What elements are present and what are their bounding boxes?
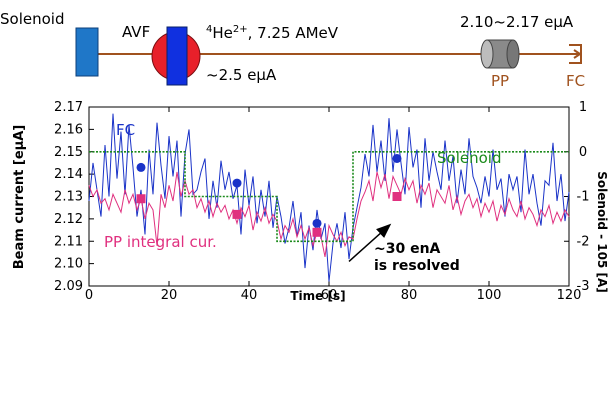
annotation-line-1: ~30 enA xyxy=(374,241,441,257)
x-tick-label: 120 xyxy=(557,288,582,303)
y-tick-label: 2.11 xyxy=(54,234,83,249)
pp-mean-point xyxy=(232,209,242,219)
pp-mean-point xyxy=(392,192,402,201)
ion-charge: 2+ xyxy=(233,24,248,35)
y-tick-label: 2.16 xyxy=(54,122,83,137)
x-tick-label: 0 xyxy=(85,288,93,303)
pp-mean-point xyxy=(136,194,146,204)
x-tick-label: 80 xyxy=(401,288,418,303)
solenoid-series-label: Solenoid xyxy=(437,149,501,167)
avf-cyclotron-blue xyxy=(166,26,188,86)
avf-current-label: ~2.5 eμA xyxy=(206,66,277,84)
x-tick-label: 100 xyxy=(477,288,502,303)
fc-series-label: FC xyxy=(116,121,135,139)
x-tick-label: 60 xyxy=(321,288,338,303)
pepper-pot-monitor xyxy=(480,39,520,69)
annotation-line-2: is resolved xyxy=(374,258,460,274)
pp-label: PP xyxy=(491,72,509,90)
fc-label: FC xyxy=(566,72,585,90)
pp-series-label: PP integral cur. xyxy=(104,233,217,251)
fc-mean-point xyxy=(392,153,402,163)
solenoid-title: Solenoid xyxy=(0,10,64,28)
y2-tick-label: -1 xyxy=(577,190,590,205)
y2-tick-label: -2 xyxy=(577,234,590,249)
x-tick-label: 40 xyxy=(241,288,258,303)
y2-tick-label: -3 xyxy=(577,279,590,294)
y-tick-label: 2.13 xyxy=(54,190,83,205)
fc-mean-point xyxy=(136,162,146,172)
chart: 0 20 40 60 80 100 120 2.09 2.10 2.11 2.12 2.13 2.14… xyxy=(12,100,609,303)
y-tick-label: 2.17 xyxy=(54,100,83,115)
y-axis-ticks: 2.09 2.10 2.11 2.12 2.13 2.14 2.15 2.16 2.17 xyxy=(54,100,94,294)
pp-integral-cur-line xyxy=(88,171,570,257)
ion-element: He xyxy=(212,24,233,42)
faraday-cup-icon xyxy=(569,44,582,64)
y-tick-label: 2.15 xyxy=(54,145,83,160)
resolution-annotation: ~30 enA is resolved xyxy=(348,223,460,274)
fc-mean-point xyxy=(232,178,242,188)
pp-mean-point xyxy=(312,227,322,237)
fc-line xyxy=(88,113,570,282)
avf-title: AVF xyxy=(122,23,150,41)
solenoid-magnet xyxy=(75,27,99,77)
y2-tick-label: 0 xyxy=(579,145,587,160)
x-tick-label: 20 xyxy=(161,288,178,303)
y-tick-label: 2.12 xyxy=(54,212,83,227)
y2-tick-label: 1 xyxy=(579,100,587,115)
y-tick-label: 2.10 xyxy=(54,257,83,272)
downstream-current-label: 2.10~2.17 eμA xyxy=(460,13,574,31)
x-axis-ticks: 0 20 40 60 80 100 120 xyxy=(85,107,582,303)
y2-axis-ticks: -3 -2 -1 0 1 xyxy=(564,100,589,294)
ion-mass-number: 4 xyxy=(206,24,212,35)
y-axis-title: Beam current [eμA] xyxy=(12,125,27,270)
beamline-schematic: Solenoid AVF 4He2+, 7.25 AMeV ~2.5 eμA 2… xyxy=(0,10,585,90)
beam-energy: , 7.25 AMeV xyxy=(248,24,339,42)
x-axis-title: Time [s] xyxy=(290,289,345,303)
fc-mean-point xyxy=(312,218,322,228)
y-tick-label: 2.14 xyxy=(54,167,83,182)
ion-species: 4He2+, 7.25 AMeV xyxy=(206,24,339,42)
solenoid-line xyxy=(89,151,569,243)
y-tick-label: 2.09 xyxy=(54,279,83,294)
annotation-arrow xyxy=(348,223,392,262)
y2-axis-title: Solenoid - 105 [A] xyxy=(595,171,609,292)
series-layer xyxy=(88,113,570,282)
